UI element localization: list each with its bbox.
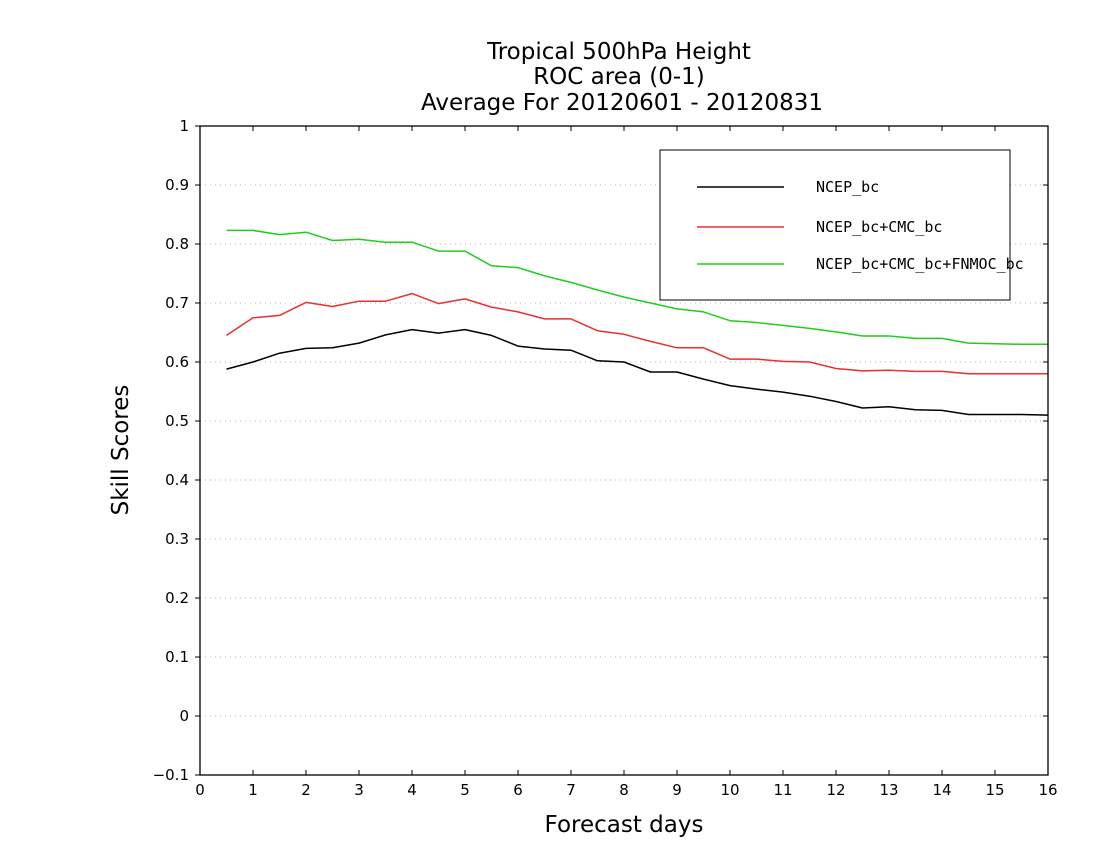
legend-label: NCEP_bc+CMC_bc+FNMOC_bc <box>816 255 1024 273</box>
y-axis-ticks: −0.1 0 0.1 0.2 0.3 0.4 0.5 0.6 0.7 0.8 0.9 1 <box>153 117 1048 784</box>
legend-items: NCEP_bc NCEP_bc+CMC_bc NCEP_bc+CMC_bc+FNMO… <box>697 178 1024 273</box>
x-tick-label: 9 <box>672 781 682 799</box>
chart-title-line-1: Tropical 500hPa Height <box>486 39 751 65</box>
y-tick-label: 0.8 <box>165 235 189 253</box>
y-tick-label: −0.1 <box>153 766 189 784</box>
series-line-2 <box>226 229 1048 346</box>
series-line-1 <box>226 292 1048 375</box>
x-tick-label: 14 <box>932 781 951 799</box>
x-tick-label: 3 <box>354 781 364 799</box>
series-lines <box>226 229 1049 416</box>
x-tick-label: 4 <box>407 781 417 799</box>
x-tick-label: 10 <box>720 781 739 799</box>
x-tick-label: 12 <box>826 781 845 799</box>
chart-title-line-3: Average For 20120601 - 20120831 <box>421 90 823 116</box>
y-tick-label: 0.7 <box>165 294 189 312</box>
y-tick-label: 0.1 <box>165 648 189 666</box>
y-tick-label: 0.9 <box>165 176 189 194</box>
x-tick-label: 2 <box>301 781 311 799</box>
x-tick-label: 8 <box>619 781 629 799</box>
y-tick-label: 0 <box>179 707 189 725</box>
x-tick-label: 6 <box>513 781 523 799</box>
x-axis-ticks: 0 1 2 3 4 5 6 7 8 9 10 11 12 13 14 15 16 <box>195 126 1058 799</box>
x-tick-label: 11 <box>773 781 792 799</box>
legend-box <box>659 149 1011 301</box>
y-tick-label: 0.3 <box>165 530 189 548</box>
series-line-0 <box>226 328 1049 416</box>
legend-label: NCEP_bc+CMC_bc <box>816 218 942 236</box>
x-tick-label: 0 <box>195 781 205 799</box>
y-tick-label: 0.4 <box>165 471 189 489</box>
y-tick-label: 1 <box>179 117 189 135</box>
x-axis-title: Forecast days <box>545 812 704 838</box>
chart-title-line-2: ROC area (0-1) <box>533 64 705 90</box>
x-tick-label: 7 <box>566 781 576 799</box>
x-tick-label: 16 <box>1038 781 1057 799</box>
x-tick-label: 15 <box>985 781 1004 799</box>
chart-title: Tropical 500hPa Height ROC area (0-1) Av… <box>421 39 823 116</box>
legend: NCEP_bc NCEP_bc+CMC_bc NCEP_bc+CMC_bc+FNMO… <box>659 149 1024 301</box>
x-tick-label: 1 <box>248 781 258 799</box>
y-tick-label: 0.2 <box>165 589 189 607</box>
y-tick-label: 0.6 <box>165 353 189 371</box>
x-tick-label: 5 <box>460 781 470 799</box>
legend-label: NCEP_bc <box>816 178 879 196</box>
y-axis-title: Skill Scores <box>108 385 134 516</box>
x-tick-label: 13 <box>879 781 898 799</box>
y-tick-label: 0.5 <box>165 412 189 430</box>
